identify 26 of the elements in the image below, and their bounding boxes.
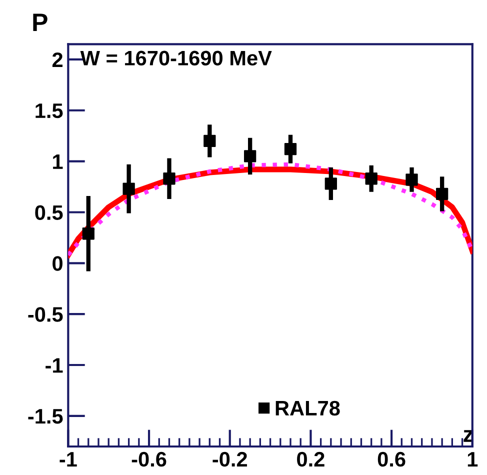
y-axis-title: P: [33, 14, 48, 31]
y-tick-label: -1: [46, 358, 63, 373]
y-tick-label: 0: [52, 256, 62, 271]
point: [122, 182, 135, 195]
x-tick-label: -0.6: [132, 452, 166, 467]
y-tick-label: -1.5: [28, 409, 63, 424]
point: [436, 188, 448, 200]
x-tick-label: -0.2: [212, 452, 247, 467]
point: [204, 134, 216, 148]
y-tick-label: 2: [52, 52, 62, 67]
annotation: W = 1670-1690 MeV: [80, 50, 272, 66]
x-tick-label: 1: [468, 452, 478, 466]
point: [324, 178, 337, 190]
legend-label: RAL78: [276, 400, 340, 416]
point: [244, 150, 256, 162]
y-tick-label: 1.5: [36, 104, 63, 118]
point: [163, 172, 176, 185]
point: [365, 172, 378, 185]
point: [406, 174, 418, 186]
point: [284, 143, 297, 156]
y-tick-label: 1: [53, 154, 63, 169]
y-tick-label: 0.5: [35, 205, 63, 220]
point: [82, 228, 94, 240]
x-tick-label: 0.2: [297, 452, 324, 467]
x-tick-label: 0.6: [378, 452, 406, 467]
y-tick-label: -0.5: [28, 307, 63, 322]
